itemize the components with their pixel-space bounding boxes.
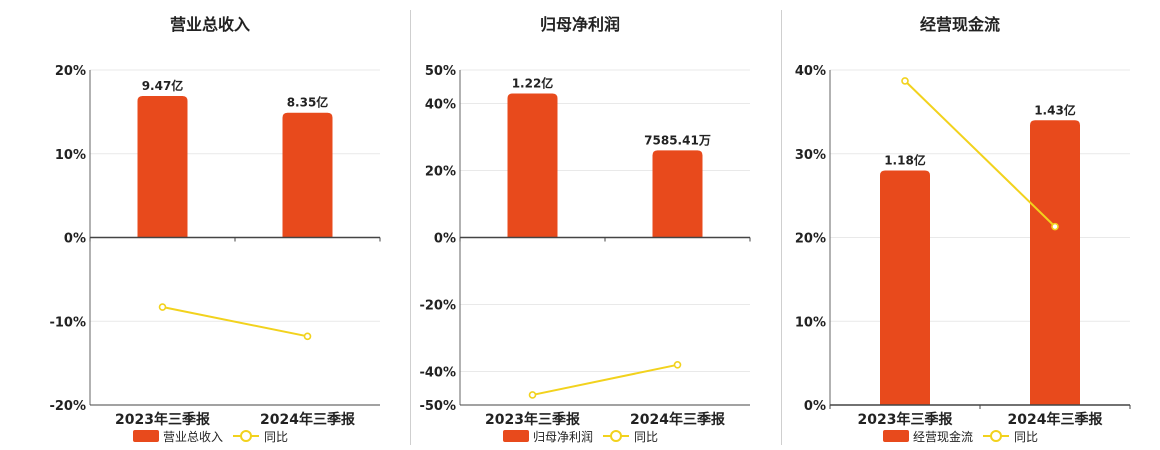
legend-label: 同比 [264,430,288,444]
bar [652,150,703,238]
yoy-point [303,332,312,341]
x-tick-label: 2024年三季报 [1008,411,1103,428]
yoy-line [532,363,678,396]
yoy-point [158,303,167,311]
y-tick-label: 10% [795,315,826,330]
legend-swatch-bar [503,430,529,442]
legend-label: 归母净利润 [533,430,593,444]
legend-swatch-bar [883,430,909,442]
chart-panel-2: 归母净利润 50% 40% 20% 0% -20% -40% -50% 1.22亿 7585.41… [419,15,751,444]
y-tick-label: 40% [795,64,826,79]
y-tick-label: -20% [419,299,456,314]
chart-title: 营业总收入 [170,15,250,34]
x-tick-label: 2024年三季报 [260,411,355,428]
bar [507,93,558,238]
legend-label: 营业总收入 [163,430,223,444]
bar [137,95,188,238]
y-tick-label: 40% [425,98,456,113]
bar-data-label: 8.35亿 [287,95,329,110]
y-tick-label: 30% [795,148,826,163]
y-tick-label: 0% [804,399,826,414]
yoy-line [904,80,1056,228]
y-tick-label: -20% [49,399,86,414]
legend-swatch-bar [133,430,159,442]
legend-label: 同比 [634,430,658,444]
legend-swatch-marker [990,430,1002,442]
chart-title: 经营现金流 [920,15,1000,34]
chart-panel-1: 营业总收入 20% 10% 0% -10% -20% 9.47亿 8.35亿 2023年三季报 2… [49,15,381,444]
chart-panel-3: 经营现金流 40% 30% 20% 10% 0% 1.18亿 1.43亿 2023年三季报 202… [795,15,1131,444]
legend-swatch-marker [240,430,252,442]
y-tick-label: 10% [55,148,86,163]
x-tick-label: 2023年三季报 [485,411,580,428]
yoy-point [673,360,682,369]
bar-data-label: 1.43亿 [1034,102,1076,117]
x-tick-label: 2023年三季报 [115,411,210,428]
y-tick-label: 20% [795,232,826,247]
y-tick-label: -10% [49,315,86,330]
y-tick-label: 50% [425,64,456,79]
x-tick-label: 2024年三季报 [630,411,725,428]
bar [1030,120,1080,405]
bar-data-label: 9.47亿 [142,78,184,93]
bar-data-label: 1.18亿 [884,153,926,168]
legend-label: 同比 [1014,430,1038,444]
y-tick-label: 0% [64,232,86,247]
panel-divider [410,10,411,445]
y-tick-label: -50% [419,399,456,414]
chart-title: 归母净利润 [540,15,620,34]
y-tick-label: 20% [55,64,86,79]
legend-label: 经营现金流 [913,429,973,444]
yoy-point [528,391,537,399]
legend-swatch-marker [610,430,622,442]
y-tick-label: 0% [434,232,456,247]
y-tick-label: -40% [419,366,456,381]
panel-divider [781,10,782,445]
bar-data-label: 7585.41万 [644,133,711,147]
x-tick-label: 2023年三季报 [858,411,953,428]
yoy-point [901,77,909,85]
bar-data-label: 1.22亿 [512,75,554,90]
bar [880,170,930,405]
bar [282,112,333,238]
yoy-line [162,306,308,338]
yoy-point [1051,222,1059,231]
y-tick-label: 20% [425,165,456,180]
